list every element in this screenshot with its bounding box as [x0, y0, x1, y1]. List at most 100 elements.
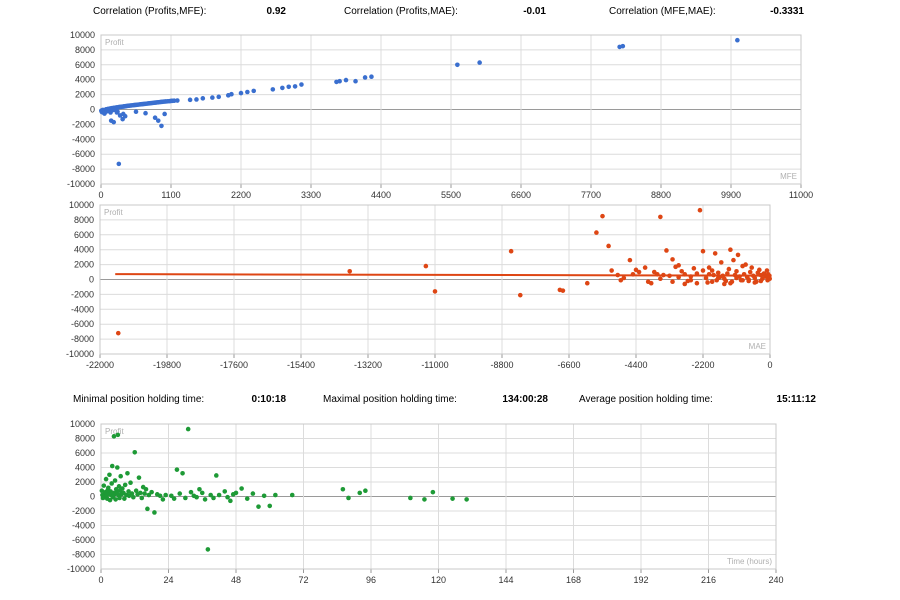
mfe-data-point: [210, 95, 215, 100]
y-tick-label: 0: [90, 105, 95, 115]
time-data-point: [169, 493, 174, 499]
mae-data-point: [682, 271, 688, 277]
mfe-data-point: [114, 110, 120, 115]
mae-data-point: [758, 278, 764, 284]
x-tick-label: 192: [633, 575, 648, 585]
y-tick-label: 4000: [74, 245, 94, 255]
max-holding-label: Maximal position holding time:: [323, 394, 457, 405]
y-tick-label: 10000: [70, 419, 95, 429]
x-tick-label: 3300: [301, 190, 321, 200]
mfe-data-point: [143, 110, 148, 116]
time-data-point: [146, 492, 152, 498]
y-axis-label: Profit: [105, 38, 124, 47]
time-data-point: [185, 426, 191, 432]
time-data-point: [202, 497, 208, 502]
mae-data-point: [688, 277, 694, 283]
x-tick-label: 7700: [581, 190, 601, 200]
time-data-point: [136, 475, 142, 480]
time-data-point: [138, 490, 143, 496]
x-tick-label: -6600: [557, 360, 580, 370]
mae-data-point: [694, 271, 700, 276]
mae-data-point: [728, 247, 733, 252]
mfe-data-point: [216, 94, 222, 100]
y-tick-label: -10000: [66, 349, 94, 359]
x-tick-label: 4400: [371, 190, 391, 200]
x-tick-label: -17600: [220, 360, 248, 370]
time-data-point: [115, 432, 121, 438]
time-data-point: [126, 489, 131, 494]
mae-data-point: [697, 207, 703, 213]
corr-profit-mae-label: Correlation (Profits,MAE):: [344, 6, 458, 17]
max-holding-value: 134:00:28: [502, 394, 548, 405]
mae-data-point: [767, 276, 772, 282]
time-data-point: [408, 495, 413, 501]
time-data-point: [422, 497, 427, 502]
time-data-point: [188, 489, 194, 495]
mae-data-point: [747, 269, 753, 275]
time-data-point: [107, 497, 113, 503]
mfe-data-point: [187, 97, 193, 103]
mae-data-point: [664, 248, 669, 253]
correlation-stats-row: Correlation (Profits,MFE): 0.92 Correlat…: [0, 2, 900, 22]
mfe-data-point: [735, 37, 740, 43]
time-data-point: [199, 490, 205, 496]
y-tick-label: 6000: [74, 230, 94, 240]
mae-data-point: [679, 269, 684, 274]
mfe-data-point: [111, 119, 117, 125]
mae-data-point: [706, 271, 712, 277]
time-data-point: [174, 467, 180, 472]
mae-data-point: [715, 270, 721, 276]
time-data-point: [109, 463, 115, 469]
time-data-point: [142, 491, 147, 496]
mfe-data-point: [152, 115, 158, 120]
mae-data-point: [752, 280, 758, 285]
mae-data-point: [743, 262, 748, 267]
mfe-data-point: [299, 82, 304, 87]
time-data-point: [222, 489, 228, 494]
y-tick-label: -4000: [72, 134, 95, 144]
mae-data-point: [676, 274, 681, 280]
y-tick-label: 6000: [75, 60, 95, 70]
mae-data-point: [676, 263, 681, 268]
mae-data-point: [658, 214, 663, 220]
time-data-point: [131, 494, 136, 500]
x-tick-label: 216: [701, 575, 716, 585]
mae-data-point: [734, 269, 739, 274]
time-data-point: [113, 497, 118, 502]
x-tick-label: -11000: [421, 360, 448, 370]
y-tick-label: -6000: [72, 535, 95, 545]
corr-mfe-mae-label: Correlation (MFE,MAE):: [609, 6, 716, 17]
mfe-data-point: [343, 77, 349, 83]
time-data-point: [250, 491, 256, 496]
mae-data-point: [432, 289, 438, 294]
mae-data-point: [749, 265, 755, 270]
mae-data-point: [627, 257, 633, 263]
time-data-point: [152, 510, 157, 515]
mae-data-point: [609, 268, 614, 273]
y-tick-label: 2000: [75, 477, 95, 487]
y-tick-label: 2000: [74, 260, 94, 270]
mfe-data-point: [620, 43, 626, 49]
y-tick-label: -4000: [71, 304, 94, 314]
corr-profit-mfe-label: Correlation (Profits,MFE):: [93, 6, 207, 17]
time-data-point: [132, 449, 138, 455]
x-tick-label: 5500: [441, 190, 461, 200]
mae-data-point: [630, 271, 636, 277]
corr-mfe-mae-value: -0.3331: [770, 6, 804, 17]
mae-data-point: [757, 267, 762, 273]
y-tick-label: -8000: [71, 334, 94, 344]
mfe-data-point: [122, 113, 128, 119]
time-data-point: [118, 473, 123, 479]
x-tick-label: -15400: [287, 360, 315, 370]
mfe-data-point: [353, 78, 358, 84]
mae-data-point: [725, 271, 730, 276]
mae-data-point: [734, 275, 739, 281]
time-data-point: [107, 472, 112, 478]
y-tick-label: 10000: [69, 200, 94, 210]
y-tick-label: 10000: [70, 30, 95, 40]
mae-data-point: [694, 280, 700, 286]
x-tick-label: 96: [366, 575, 376, 585]
mae-data-point: [688, 274, 694, 279]
min-holding-value: 0:10:18: [251, 394, 286, 405]
time-data-point: [103, 476, 109, 482]
